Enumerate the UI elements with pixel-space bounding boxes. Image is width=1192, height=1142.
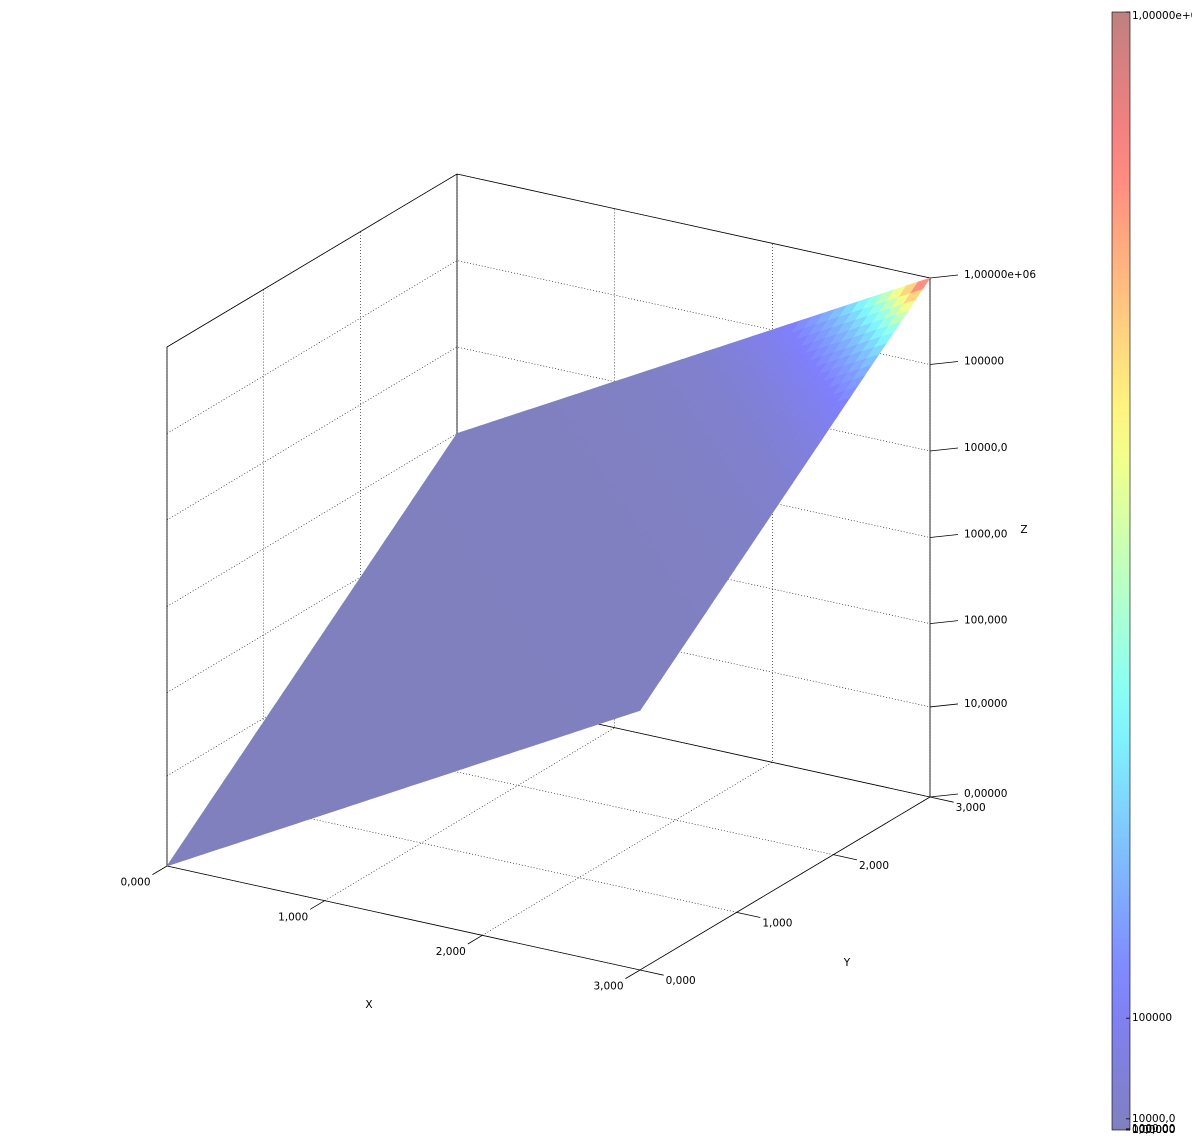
z-tick-label: 100,000 <box>964 615 1007 627</box>
z-tick-label: 0,00000 <box>964 788 1007 800</box>
x-tick-label: 3,000 <box>593 981 623 993</box>
y-tick-label: 2,000 <box>859 860 889 872</box>
y-tick <box>639 969 664 976</box>
x-tick <box>467 934 483 945</box>
colorbar-tick-label: 10,0000 <box>1132 1124 1175 1136</box>
x-tick-label: 1,000 <box>278 911 308 923</box>
z-tick-label: 1,00000e+06 <box>964 269 1036 281</box>
z-axis-label: Z <box>1020 524 1027 536</box>
z-tick <box>929 534 959 538</box>
z-tick <box>929 274 959 279</box>
z-tick <box>929 793 959 798</box>
x-tick <box>625 969 641 979</box>
z-grid-line <box>166 519 931 693</box>
y-tick-label: 3,000 <box>956 802 986 814</box>
z-tick <box>929 361 959 365</box>
x-tick <box>309 900 325 910</box>
x-tick <box>152 865 168 875</box>
colorbar <box>1111 11 1131 1131</box>
y-tick-label: 1,000 <box>762 918 792 930</box>
y-tick <box>929 796 954 803</box>
y-axis-label: Y <box>843 957 851 969</box>
colorbar-tick-label: 1000,00 <box>1132 1123 1175 1135</box>
z-tick-label: 10000,0 <box>964 442 1007 454</box>
colorbar-tick-label: 100000 <box>1132 1012 1172 1024</box>
y-tick-label: 0,000 <box>666 975 696 987</box>
z-tick <box>929 620 959 625</box>
colorbar-tick-label: 100,000 <box>1132 1124 1175 1136</box>
z-tick <box>929 703 959 708</box>
z-tick-label: 1000,00 <box>964 528 1007 540</box>
colorbar-tick-label: 1,00000e+06 <box>1132 10 1192 22</box>
z-tick-label: 10,0000 <box>964 698 1007 710</box>
x-tick-label: 0,000 <box>120 877 150 889</box>
y-tick <box>736 911 761 918</box>
x-axis-label: X <box>365 999 372 1011</box>
surface <box>166 277 931 867</box>
z-grid-line <box>166 602 931 777</box>
x-tick-label: 2,000 <box>436 946 466 958</box>
colorbar-tick-label: 10000,0 <box>1132 1113 1175 1125</box>
z-tick-label: 100000 <box>964 355 1004 367</box>
colorbar-tick-label: 0,00000 <box>1132 1124 1175 1136</box>
y-tick <box>833 854 858 861</box>
z-tick <box>929 447 959 452</box>
